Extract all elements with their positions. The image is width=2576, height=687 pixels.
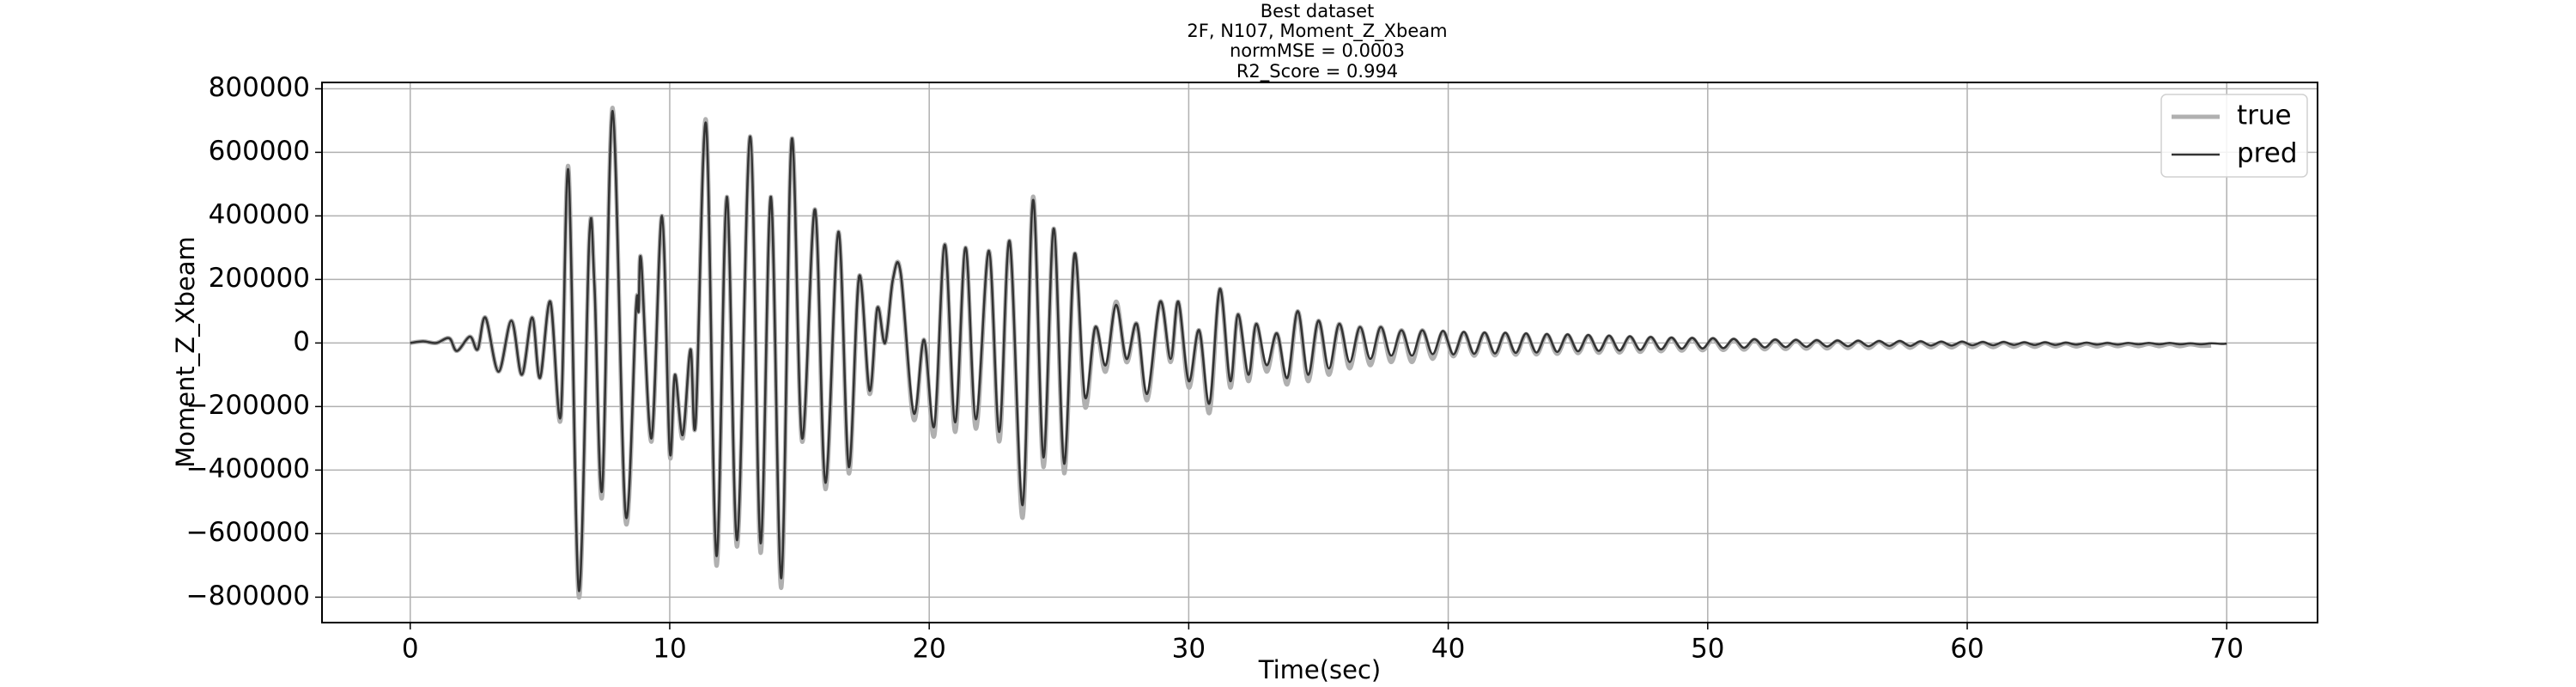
chart-subtitle: R2_Score = 0.994 [1236, 61, 1398, 82]
x-tick-label: 60 [1950, 634, 1984, 665]
y-tick-label: −200000 [186, 390, 310, 421]
plot-lines [410, 106, 2227, 599]
x-tick-label: 10 [653, 634, 686, 665]
y-tick-label: −600000 [186, 517, 310, 548]
ticks: −800000 −600000 −400000 −200000 0 200000 40000… [186, 72, 2244, 665]
y-tick-label: 0 [293, 326, 310, 357]
plot-frame [321, 82, 2318, 623]
legend: true pred [2160, 94, 2308, 178]
x-tick-label: 40 [1431, 634, 1465, 665]
y-tick-label: −400000 [186, 453, 310, 484]
x-tick-label: 20 [912, 634, 945, 665]
y-tick-label: 400000 [209, 199, 310, 230]
series-line [410, 106, 2212, 599]
x-axis-label: Time(sec) [1258, 655, 1382, 684]
y-axis-label: Moment_Z_Xbeam [171, 236, 200, 468]
x-tick-label: 50 [1691, 634, 1724, 665]
grid [322, 82, 2318, 623]
x-tick-label: 0 [402, 634, 419, 665]
y-tick-label: −800000 [186, 581, 310, 611]
y-tick-label: 200000 [209, 263, 310, 294]
legend-label: true [2237, 100, 2292, 131]
y-tick-label: 600000 [209, 136, 310, 167]
chart-subtitle: 2F, N107, Moment_Z_Xbeam [1187, 21, 1447, 42]
series-line [410, 110, 2227, 593]
chart-title: Best dataset [1261, 1, 1375, 21]
x-tick-label: 70 [2209, 634, 2243, 665]
y-tick-label: 800000 [209, 72, 310, 103]
x-tick-label: 30 [1172, 634, 1206, 665]
legend-label: pred [2237, 138, 2298, 169]
chart-subtitle: normMSE = 0.0003 [1230, 40, 1405, 61]
